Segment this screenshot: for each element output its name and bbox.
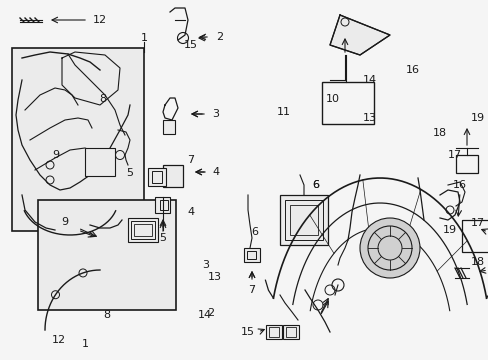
Circle shape bbox=[359, 218, 419, 278]
Text: 2: 2 bbox=[216, 32, 223, 42]
Text: 13: 13 bbox=[362, 113, 376, 123]
Text: 4: 4 bbox=[187, 207, 194, 217]
Bar bbox=[321, 82, 373, 124]
Polygon shape bbox=[329, 15, 389, 55]
Text: 7: 7 bbox=[248, 285, 255, 295]
Bar bbox=[152, 171, 162, 183]
Bar bbox=[38, 200, 176, 310]
Text: 3: 3 bbox=[212, 109, 219, 119]
Text: 16: 16 bbox=[406, 65, 419, 75]
Text: 10: 10 bbox=[325, 94, 339, 104]
Bar bbox=[163, 165, 183, 187]
Text: 6: 6 bbox=[312, 180, 319, 190]
Text: 8: 8 bbox=[103, 310, 110, 320]
Bar bbox=[280, 195, 327, 245]
Bar bbox=[85, 148, 115, 176]
Text: 19: 19 bbox=[470, 113, 484, 123]
Text: 6: 6 bbox=[312, 180, 319, 190]
Text: 1: 1 bbox=[140, 33, 147, 43]
Bar bbox=[461, 220, 488, 252]
Text: 8: 8 bbox=[99, 94, 106, 104]
Bar bbox=[285, 327, 295, 337]
Text: 12: 12 bbox=[93, 15, 107, 25]
Bar bbox=[128, 218, 158, 242]
Bar bbox=[155, 197, 170, 213]
Text: 5: 5 bbox=[126, 168, 133, 178]
Text: 18: 18 bbox=[432, 128, 446, 138]
Text: 15: 15 bbox=[183, 40, 197, 50]
Text: 2: 2 bbox=[206, 308, 213, 318]
Bar bbox=[455, 155, 477, 173]
Text: 7: 7 bbox=[187, 155, 194, 165]
Bar bbox=[12, 48, 143, 231]
Text: 12: 12 bbox=[52, 335, 65, 345]
Text: 1: 1 bbox=[82, 339, 89, 349]
Text: 19: 19 bbox=[442, 225, 456, 235]
Bar bbox=[131, 221, 155, 239]
Bar bbox=[285, 200, 323, 240]
Text: 9: 9 bbox=[53, 150, 60, 160]
Text: 6: 6 bbox=[250, 227, 257, 237]
Text: 16: 16 bbox=[452, 180, 466, 190]
Text: 13: 13 bbox=[208, 272, 222, 282]
Text: 15: 15 bbox=[241, 327, 254, 337]
Bar bbox=[160, 200, 168, 210]
Bar bbox=[268, 327, 279, 337]
Text: 17: 17 bbox=[447, 150, 461, 160]
Text: 4: 4 bbox=[212, 167, 219, 177]
Text: 18: 18 bbox=[470, 257, 484, 267]
Text: 5: 5 bbox=[159, 233, 166, 243]
Text: 14: 14 bbox=[362, 75, 376, 85]
Bar bbox=[134, 224, 152, 236]
Bar bbox=[265, 325, 282, 339]
Bar bbox=[283, 325, 298, 339]
Bar bbox=[244, 248, 260, 262]
Bar bbox=[163, 120, 175, 134]
Bar bbox=[148, 168, 165, 186]
Text: 9: 9 bbox=[61, 217, 68, 227]
Bar bbox=[289, 205, 317, 235]
Text: 14: 14 bbox=[198, 310, 212, 320]
Text: 17: 17 bbox=[470, 218, 484, 228]
Bar bbox=[246, 251, 256, 259]
Text: 11: 11 bbox=[276, 107, 290, 117]
Text: 3: 3 bbox=[202, 260, 208, 270]
